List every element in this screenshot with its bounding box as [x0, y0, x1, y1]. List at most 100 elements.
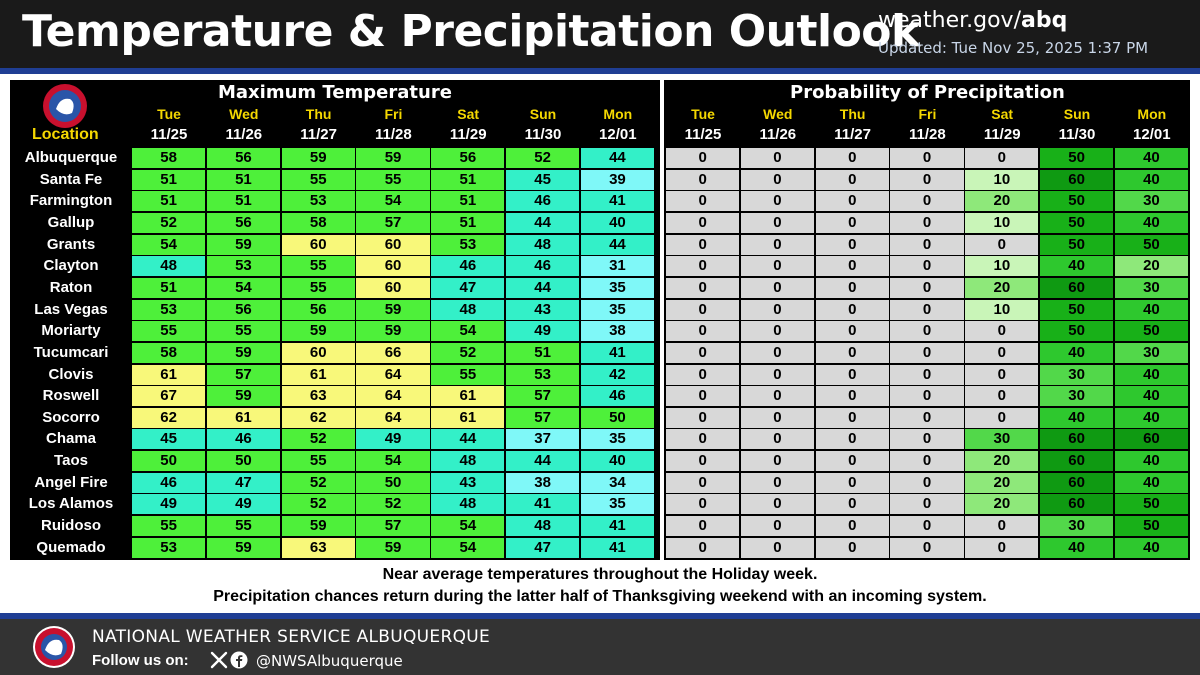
- pop-cell: 40: [1040, 256, 1114, 277]
- temp-cell: 59: [356, 321, 430, 342]
- temp-cell: 60: [281, 342, 355, 363]
- pop-cell: 50: [1040, 234, 1114, 255]
- site-link[interactable]: weather.gov/abq: [878, 8, 1067, 33]
- temp-cell: 62: [132, 407, 206, 428]
- pop-cell: 0: [666, 277, 740, 298]
- temp-cell: 42: [580, 364, 655, 385]
- section-divider: [660, 80, 664, 560]
- x-twitter-icon[interactable]: [210, 651, 228, 669]
- temp-day-header: Fri: [384, 106, 403, 122]
- temp-cell: 56: [206, 299, 281, 320]
- temp-cell: 55: [281, 277, 355, 298]
- pop-cell: 0: [666, 364, 740, 385]
- pop-cell: 40: [1040, 342, 1114, 363]
- temp-cell: 61: [206, 407, 281, 428]
- temp-cell: 63: [281, 537, 355, 558]
- temp-cell: 66: [356, 342, 430, 363]
- pop-cell: 20: [965, 191, 1039, 212]
- pop-cell: 0: [965, 516, 1039, 537]
- pop-cell: 40: [1114, 299, 1189, 320]
- page-title: Temperature & Precipitation Outlook: [22, 6, 920, 57]
- pop-day-header: Mon: [1137, 106, 1167, 122]
- location-label: Farmington: [29, 192, 113, 210]
- pop-cell: 0: [965, 407, 1039, 428]
- temp-cell: 52: [281, 429, 355, 450]
- temp-cell: 55: [206, 321, 281, 342]
- location-label: Chama: [45, 430, 97, 448]
- temp-cell: 51: [206, 191, 281, 212]
- temp-cell: 44: [506, 277, 580, 298]
- pop-cell: 10: [965, 256, 1039, 277]
- pop-cell: 0: [890, 451, 964, 472]
- temp-cell: 61: [281, 364, 355, 385]
- updated-timestamp: Updated: Tue Nov 25, 2025 1:37 PM: [878, 39, 1149, 57]
- pop-cell: 0: [666, 234, 740, 255]
- temp-cell: 31: [580, 256, 655, 277]
- pop-cell: 0: [666, 516, 740, 537]
- location-label: Ruidoso: [41, 517, 101, 535]
- header-divider: [0, 68, 1200, 74]
- temp-cell: 52: [506, 148, 580, 168]
- temp-cell: 54: [431, 516, 505, 537]
- temp-cell: 46: [132, 472, 206, 493]
- pop-cell: 10: [965, 299, 1039, 320]
- pop-cell: 0: [740, 516, 815, 537]
- temp-cell: 50: [206, 451, 281, 472]
- temp-cell: 51: [206, 169, 281, 190]
- temp-date-header: 11/26: [225, 126, 263, 143]
- pop-cell: 60: [1040, 451, 1114, 472]
- pop-cell: 40: [1114, 537, 1189, 558]
- social-handle[interactable]: @NWSAlbuquerque: [256, 652, 403, 670]
- temp-cell: 59: [281, 148, 355, 168]
- location-label: Socorro: [42, 408, 100, 426]
- pop-cell: 0: [890, 148, 964, 168]
- pop-day-header: Wed: [763, 106, 793, 122]
- pop-cell: 0: [890, 407, 964, 428]
- temp-cell: 59: [356, 537, 430, 558]
- temp-cell: 59: [206, 342, 281, 363]
- temp-cell: 37: [506, 429, 580, 450]
- temp-cell: 64: [356, 407, 430, 428]
- temp-cell: 52: [431, 342, 505, 363]
- temp-date-header: 11/25: [150, 126, 188, 143]
- facebook-icon[interactable]: [230, 651, 248, 669]
- pop-cell: 0: [740, 386, 815, 407]
- location-label: Taos: [54, 452, 88, 470]
- pop-cell: 0: [890, 169, 964, 190]
- temp-cell: 48: [132, 256, 206, 277]
- temp-cell: 55: [281, 169, 355, 190]
- temp-cell: 41: [580, 342, 655, 363]
- pop-cell: 60: [1114, 429, 1189, 450]
- pop-cell: 0: [815, 407, 889, 428]
- pop-cell: 20: [1114, 256, 1189, 277]
- temp-cell: 59: [206, 234, 281, 255]
- location-label: Santa Fe: [39, 170, 103, 188]
- temp-cell: 48: [506, 234, 580, 255]
- pop-cell: 0: [740, 277, 815, 298]
- nws-seal-icon: [33, 626, 75, 668]
- temp-cell: 50: [356, 472, 430, 493]
- pop-cell: 0: [890, 234, 964, 255]
- temp-cell: 40: [580, 212, 655, 233]
- pop-date-header: 11/28: [909, 126, 946, 143]
- pop-cell: 0: [815, 429, 889, 450]
- pop-cell: 20: [965, 451, 1039, 472]
- pop-cell: 0: [965, 342, 1039, 363]
- pop-cell: 0: [890, 537, 964, 558]
- pop-cell: 0: [815, 191, 889, 212]
- location-label: Las Vegas: [34, 300, 108, 318]
- temp-cell: 48: [506, 516, 580, 537]
- pop-cell: 0: [890, 212, 964, 233]
- pop-cell: 0: [740, 472, 815, 493]
- location-label: Raton: [49, 278, 93, 296]
- temp-cell: 35: [580, 277, 655, 298]
- pop-cell: 60: [1040, 429, 1114, 450]
- pop-cell: 0: [815, 256, 889, 277]
- pop-cell: 50: [1114, 494, 1189, 515]
- pop-cell: 0: [815, 321, 889, 342]
- pop-cell: 40: [1114, 451, 1189, 472]
- temp-cell: 51: [506, 342, 580, 363]
- temp-cell: 51: [132, 169, 206, 190]
- pop-cell: 0: [740, 234, 815, 255]
- pop-cell: 20: [965, 472, 1039, 493]
